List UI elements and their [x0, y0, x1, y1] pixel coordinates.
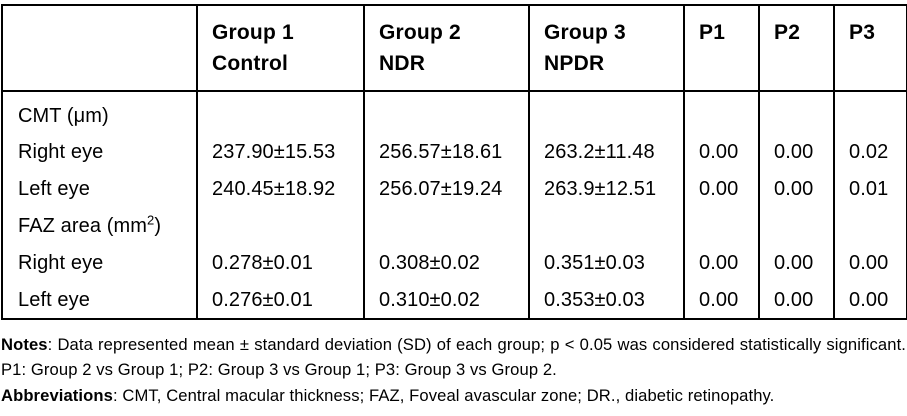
abbreviations-text: : CMT, Central macular thickness; FAZ, F…: [112, 385, 775, 405]
header-cell-p3: P3: [833, 5, 907, 92]
value-cell: [363, 91, 529, 134]
value-cell: [363, 208, 529, 245]
value-cell: 0.02: [833, 134, 907, 171]
row-label: Left eye: [18, 288, 90, 311]
value-cell: 0.00: [758, 245, 834, 282]
row-label: Right eye: [18, 252, 104, 274]
notes-paragraph: Notes: Data represented mean ± standard …: [1, 332, 906, 383]
value-cell: 0.310±0.02: [363, 282, 529, 319]
results-table: Group 1 Control Group 2 NDR Group 3 NPDR…: [1, 4, 907, 320]
header-line1: Group 2: [379, 21, 461, 44]
header-cell-group3-npdr: Group 3 NPDR: [528, 5, 684, 92]
table-row-cmt-left-eye: Left eye 240.45±18.92 256.07±19.24 263.9…: [2, 171, 907, 208]
header-line2: NDR: [379, 52, 426, 75]
value-cell: 263.2±11.48: [528, 134, 684, 171]
value-cell: 0.278±0.01: [196, 245, 364, 282]
header-line1: P2: [774, 21, 801, 44]
value-cell: 0.00: [833, 245, 907, 282]
row-label-text: FAZ area (mm: [18, 215, 147, 237]
notes-text: : Data represented mean ± standard devia…: [1, 335, 906, 380]
value-cell: 0.00: [683, 245, 759, 282]
table-row-faz-left-eye: Left eye 0.276±0.01 0.310±0.02 0.353±0.0…: [2, 282, 907, 319]
value-cell: [528, 208, 684, 245]
header-line1: Group 3: [544, 21, 626, 44]
value-cell: 240.45±18.92: [196, 171, 364, 208]
value-cell: 0.353±0.03: [528, 282, 684, 319]
value-cell: 263.9±12.51: [528, 171, 684, 208]
value-cell: 256.57±18.61: [363, 134, 529, 171]
value-cell: 0.00: [758, 134, 834, 171]
value-cell: [196, 208, 364, 245]
value-cell: 0.00: [683, 282, 759, 319]
value-cell: 0.276±0.01: [196, 282, 364, 319]
value-cell: [833, 91, 907, 134]
value-cell: 0.00: [758, 282, 834, 319]
table-row-cmt-section: CMT (μm): [2, 91, 907, 134]
abbreviations-label: Abbreviations: [1, 385, 113, 405]
value-cell: [528, 91, 684, 134]
value-cell: [683, 208, 759, 245]
value-cell: 0.00: [683, 134, 759, 171]
table-row-faz-section: FAZ area (mm2): [2, 208, 907, 245]
row-label-suffix: ): [154, 215, 162, 237]
value-cell: 0.00: [758, 171, 834, 208]
header-cell-empty: [2, 5, 197, 92]
row-label: CMT (μm): [18, 104, 109, 127]
header-line2: NPDR: [544, 52, 605, 75]
value-cell: 256.07±19.24: [363, 171, 529, 208]
header-line1: P3: [849, 21, 876, 44]
row-label: Left eye: [18, 178, 90, 200]
header-line1: P1: [699, 21, 726, 44]
value-cell: 0.01: [833, 171, 907, 208]
table-row-faz-right-eye: Right eye 0.278±0.01 0.308±0.02 0.351±0.…: [2, 245, 907, 282]
header-cell-p1: P1: [683, 5, 759, 92]
header-cell-group1-control: Group 1 Control: [196, 5, 364, 92]
value-cell: [196, 91, 364, 134]
superscript-2: 2: [147, 212, 155, 228]
value-cell: [758, 91, 834, 134]
table-row-cmt-right-eye: Right eye 237.90±15.53 256.57±18.61 263.…: [2, 134, 907, 171]
value-cell: 0.00: [833, 282, 907, 319]
value-cell: 0.351±0.03: [528, 245, 684, 282]
header-line2: Control: [212, 52, 289, 75]
row-label: Right eye: [18, 141, 104, 163]
footnotes: Notes: Data represented mean ± standard …: [1, 332, 906, 408]
header-cell-group2-ndr: Group 2 NDR: [363, 5, 529, 92]
value-cell: [683, 91, 759, 134]
value-cell: [833, 208, 907, 245]
value-cell: 0.00: [683, 171, 759, 208]
value-cell: [758, 208, 834, 245]
notes-label: Notes: [1, 335, 48, 354]
header-cell-p2: P2: [758, 5, 834, 92]
row-label: FAZ area (mm2): [2, 208, 197, 245]
header-row: Group 1 Control Group 2 NDR Group 3 NPDR…: [2, 5, 907, 92]
abbreviations-paragraph: Abbreviations: CMT, Central macular thic…: [1, 383, 906, 408]
header-line1: Group 1: [212, 21, 294, 44]
value-cell: 0.308±0.02: [363, 245, 529, 282]
value-cell: 237.90±15.53: [196, 134, 364, 171]
